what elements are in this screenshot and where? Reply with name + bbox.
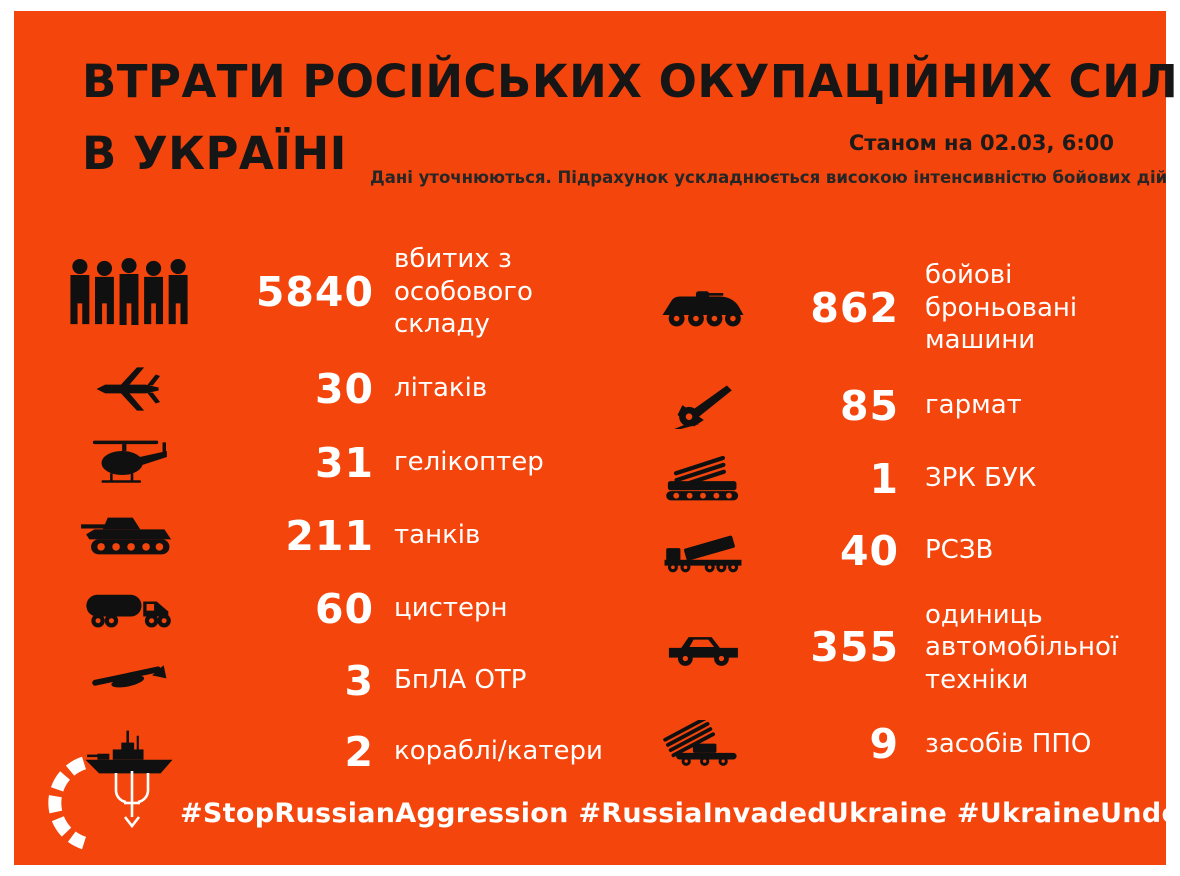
as-of-date: Станом на 02.03, 6:00 xyxy=(848,131,1114,155)
sam-buk-icon xyxy=(650,455,755,502)
stat-value: 31 xyxy=(314,438,374,487)
stats-column-right: 862 бойові броньовані машини 85 гармат xyxy=(650,259,1170,768)
stat-value: 30 xyxy=(314,364,374,413)
stat-row-helicopter: 31 гелікоптер xyxy=(54,437,634,489)
stat-label: одиниць автомобільної техніки xyxy=(925,599,1119,695)
stat-label: БпЛА ОТР xyxy=(394,665,527,696)
stat-row-vehicles: 355 одиниць автомобільної техніки xyxy=(650,599,1170,697)
artillery-icon xyxy=(650,381,755,431)
helicopter-icon xyxy=(54,437,204,489)
stat-value: 3 xyxy=(344,656,374,705)
stat-label: бойові броньовані машини xyxy=(925,260,1078,355)
stat-label: цистерн xyxy=(394,593,508,624)
stat-label: вбитих з особового складу xyxy=(394,244,533,339)
stat-value: 355 xyxy=(810,623,899,672)
stat-row-tanks: 211 танків xyxy=(54,511,634,561)
stat-value: 211 xyxy=(285,511,374,560)
stat-row-aircraft: 30 літаків xyxy=(54,363,634,415)
apc-icon xyxy=(650,284,755,332)
ship-icon xyxy=(54,727,204,777)
stat-value: 2 xyxy=(344,727,374,776)
stat-row-armored-vehicles: 862 бойові броньовані машини xyxy=(650,259,1170,357)
stat-row-artillery: 85 гармат xyxy=(650,381,1170,431)
military-truck-icon xyxy=(650,626,755,668)
stat-value: 40 xyxy=(839,526,899,575)
tank-icon xyxy=(54,511,204,561)
stat-value: 1 xyxy=(869,454,899,503)
page-title-line2: В УКРАЇНІ xyxy=(82,127,347,180)
stat-value: 85 xyxy=(839,381,899,430)
mlrs-icon xyxy=(650,528,755,574)
hashtags: #StopRussianAggression #RussiaInvadedUkr… xyxy=(180,798,1180,829)
stat-label: ЗРК БУК xyxy=(925,463,1037,494)
airplane-icon xyxy=(54,363,204,415)
stat-row-personnel: 5840 вбитих з особового складу xyxy=(54,243,634,341)
trident-crescent-logo xyxy=(40,755,152,855)
stat-row-fuel-tanks: 60 цистерн xyxy=(54,583,634,635)
stat-value: 60 xyxy=(314,584,374,633)
stat-row-sam-buk: 1 ЗРК БУК xyxy=(650,455,1170,503)
soldiers-icon xyxy=(54,257,204,326)
stat-value: 9 xyxy=(869,720,899,768)
stat-label: літаків xyxy=(394,373,488,404)
data-note: Дані уточнюються. Підрахунок ускладнюєть… xyxy=(370,168,1168,187)
stat-label: засобів ППО xyxy=(925,728,1092,759)
stat-value: 862 xyxy=(810,283,899,332)
drone-icon xyxy=(54,658,204,704)
stats-column-left: 5840 вбитих з особового складу 30 літакі… xyxy=(54,243,634,777)
stat-label: гелікоптер xyxy=(394,447,544,478)
stat-label: РСЗВ xyxy=(925,535,994,566)
fuel-truck-icon xyxy=(54,583,204,635)
air-defense-icon xyxy=(650,720,755,768)
stat-row-air-defense: 9 засобів ППО xyxy=(650,720,1170,768)
infographic-canvas: ВТРАТИ РОСІЙСЬКИХ ОКУПАЦІЙНИХ СИЛ В УКРА… xyxy=(14,11,1180,865)
page-title-line1: ВТРАТИ РОСІЙСЬКИХ ОКУПАЦІЙНИХ СИЛ xyxy=(82,55,1179,108)
stat-label: танків xyxy=(394,520,481,551)
stat-row-mlrs: 40 РСЗВ xyxy=(650,527,1170,575)
stat-label: кораблі/катери xyxy=(394,736,603,767)
stat-value: 5840 xyxy=(255,267,374,316)
stat-row-ships: 2 кораблі/катери xyxy=(54,727,634,777)
stat-row-drones: 3 БпЛА ОТР xyxy=(54,657,634,705)
stat-label: гармат xyxy=(925,390,1022,421)
